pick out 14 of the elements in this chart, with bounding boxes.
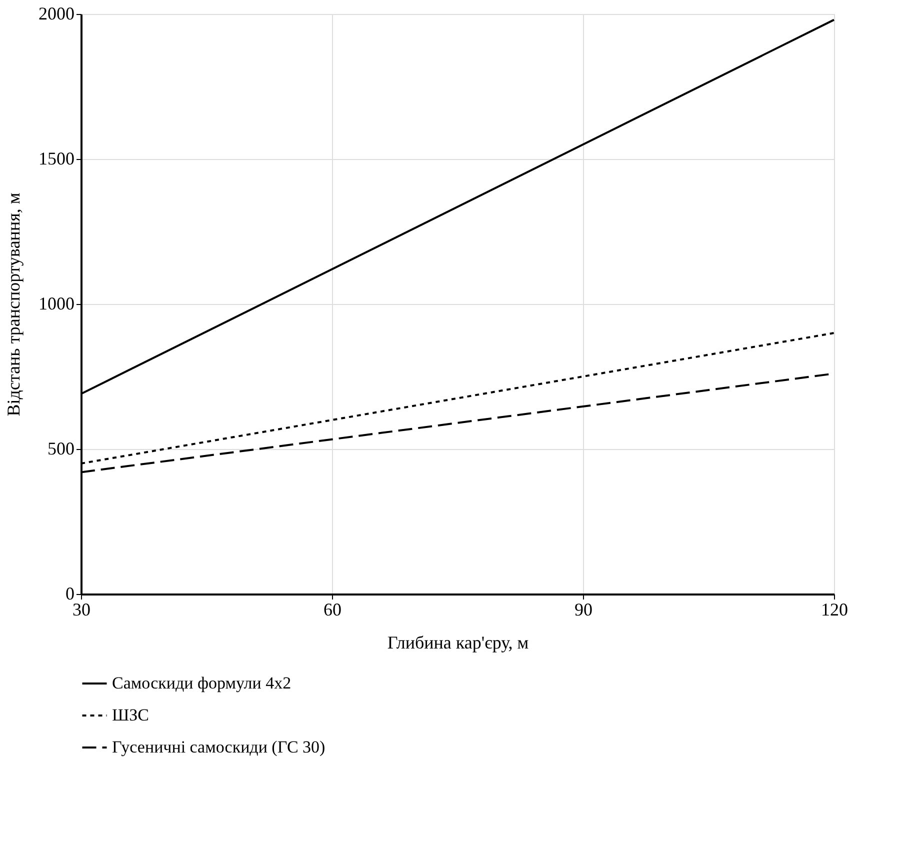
x-tick-label: 30 [72, 600, 90, 620]
x-tick-label: 120 [821, 600, 848, 620]
x-axis-title: Глибина кар'єру, м [387, 632, 529, 652]
legend-label: Самоскиди формули 4х2 [112, 674, 292, 692]
y-tick-label: 0 [66, 584, 74, 604]
y-tick-label: 1500 [38, 148, 74, 168]
x-tick-label: 90 [574, 600, 592, 620]
y-tick-label: 2000 [38, 4, 74, 24]
y-axis-title: Відстань транспортування, м [4, 192, 24, 416]
legend-label: Гусеничні самоскиди (ГС 30) [112, 738, 326, 756]
y-tick-label: 500 [48, 438, 74, 458]
x-tick-label: 60 [324, 600, 342, 620]
y-tick-label: 1000 [38, 294, 74, 314]
legend-label: ШЗС [112, 706, 150, 724]
